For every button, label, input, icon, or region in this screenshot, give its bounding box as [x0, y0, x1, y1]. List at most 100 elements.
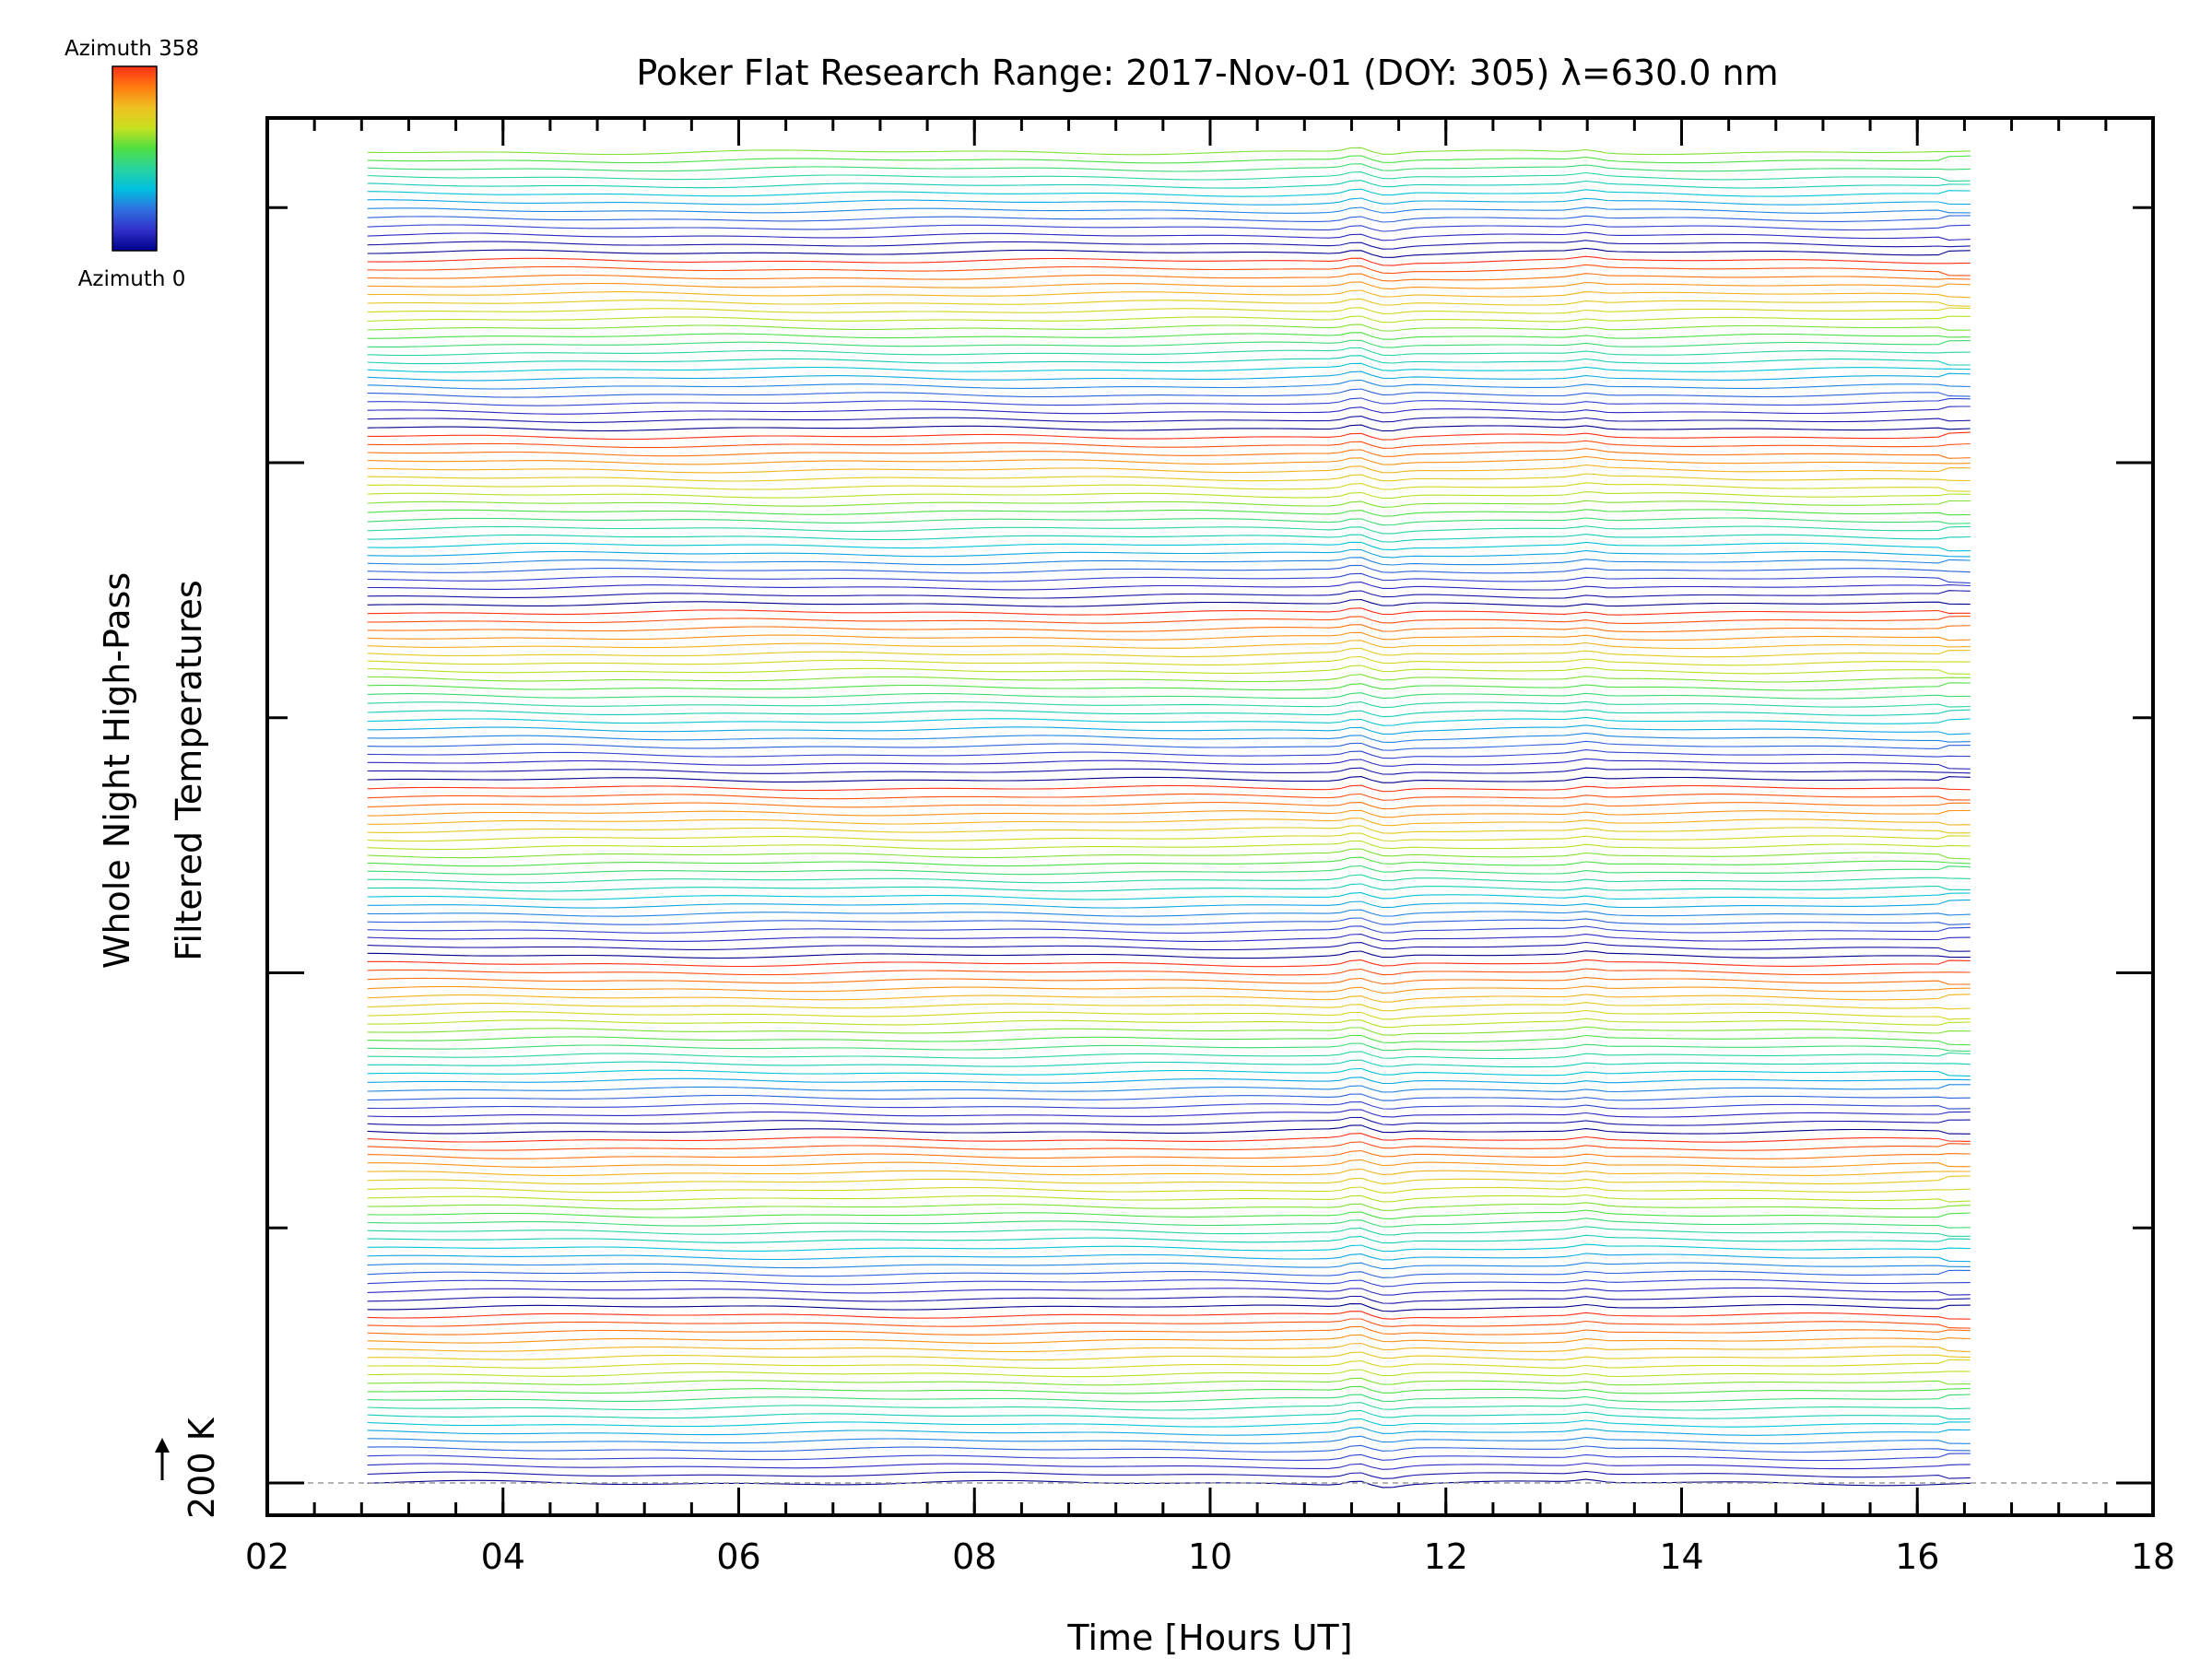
series-line [367, 1051, 1971, 1060]
series-line [367, 716, 1971, 726]
series-line [367, 1002, 1971, 1012]
x-tick-label: 14 [1659, 1536, 1703, 1577]
series-line [367, 206, 1971, 214]
series-line [367, 1418, 1971, 1428]
series-line [367, 1334, 1971, 1344]
series-line [367, 1325, 1971, 1335]
series-line [367, 1359, 1971, 1370]
x-tick-label: 16 [1895, 1536, 1939, 1577]
series-line [367, 865, 1971, 876]
series-line [367, 473, 1971, 482]
series-line [367, 994, 1971, 1003]
series-line [367, 298, 1971, 307]
series-line [367, 776, 1971, 783]
series-line [367, 647, 1971, 658]
series-line [367, 147, 1971, 156]
series-line [367, 1234, 1971, 1244]
series-line [367, 1149, 1971, 1159]
series-line [367, 231, 1971, 241]
series-line [367, 1262, 1971, 1270]
series-line [367, 582, 1971, 591]
series-line [367, 682, 1971, 691]
series-line [367, 1186, 1971, 1194]
series-line [367, 598, 1971, 607]
series-line [367, 809, 1971, 818]
series-line [367, 856, 1971, 867]
series-line [367, 564, 1971, 574]
series-line [367, 525, 1971, 535]
series-line [367, 1133, 1971, 1143]
series-line [367, 1067, 1971, 1077]
series-line [367, 1318, 1971, 1329]
series-line [367, 1278, 1971, 1288]
y-axis-label-line2: Filtered Temperatures [169, 580, 209, 960]
series-line [367, 607, 1971, 616]
scale-label: 200 K [182, 1417, 222, 1519]
series-lines [367, 147, 1971, 1488]
series-line [367, 655, 1971, 666]
series-line [367, 1077, 1971, 1085]
series-line [367, 985, 1971, 994]
series-line [367, 1194, 1971, 1203]
series-line [367, 388, 1971, 398]
series-line [367, 482, 1971, 492]
series-line [367, 332, 1971, 340]
series-line [367, 825, 1971, 834]
series-line [367, 818, 1971, 827]
series-line [367, 1444, 1971, 1453]
series-line [367, 758, 1971, 770]
series-line [367, 840, 1971, 851]
series-line [367, 1034, 1971, 1046]
x-tick-label: 18 [2131, 1536, 2175, 1577]
series-line [367, 1394, 1971, 1403]
series-line [367, 509, 1971, 517]
series-line [367, 188, 1971, 197]
series-line [367, 1159, 1971, 1168]
series-line [367, 247, 1971, 258]
series-line [367, 264, 1971, 276]
series-line [367, 1009, 1971, 1020]
series-line [367, 1202, 1971, 1211]
series-line [367, 624, 1971, 633]
series-line [367, 362, 1971, 373]
series-line [367, 793, 1971, 801]
series-line [367, 724, 1971, 735]
series-line [367, 180, 1971, 189]
series-line [367, 500, 1971, 508]
series-line [367, 1351, 1971, 1361]
series-line [367, 355, 1971, 366]
series-line [367, 1093, 1971, 1101]
series-line [367, 1124, 1971, 1135]
series-line [367, 1342, 1971, 1353]
series-line [367, 631, 1971, 641]
series-line [367, 874, 1971, 884]
x-tick-label: 02 [245, 1536, 289, 1577]
series-line [367, 572, 1971, 584]
series-line [367, 1018, 1971, 1029]
series-line [367, 640, 1971, 650]
series-line [367, 491, 1971, 500]
series-line [367, 941, 1971, 952]
series-line [367, 692, 1971, 700]
series-line [367, 307, 1971, 314]
series-line [367, 1101, 1971, 1110]
series-line [367, 709, 1971, 718]
series-line [367, 917, 1971, 925]
series-line [367, 784, 1971, 793]
colorbar-min-label: Azimuth 0 [78, 267, 186, 291]
series-line [367, 1377, 1971, 1386]
series-line [367, 959, 1971, 968]
series-line [367, 455, 1971, 465]
x-tick-label: 04 [481, 1536, 525, 1577]
series-line [367, 1385, 1971, 1394]
series-line [367, 674, 1971, 683]
series-line [367, 767, 1971, 775]
series-line [367, 1243, 1971, 1253]
series-line [367, 406, 1971, 415]
series-line [367, 1287, 1971, 1296]
series-line [367, 1168, 1971, 1177]
series-line [367, 1311, 1971, 1320]
x-tick-label: 10 [1188, 1536, 1232, 1577]
series-line [367, 416, 1971, 423]
